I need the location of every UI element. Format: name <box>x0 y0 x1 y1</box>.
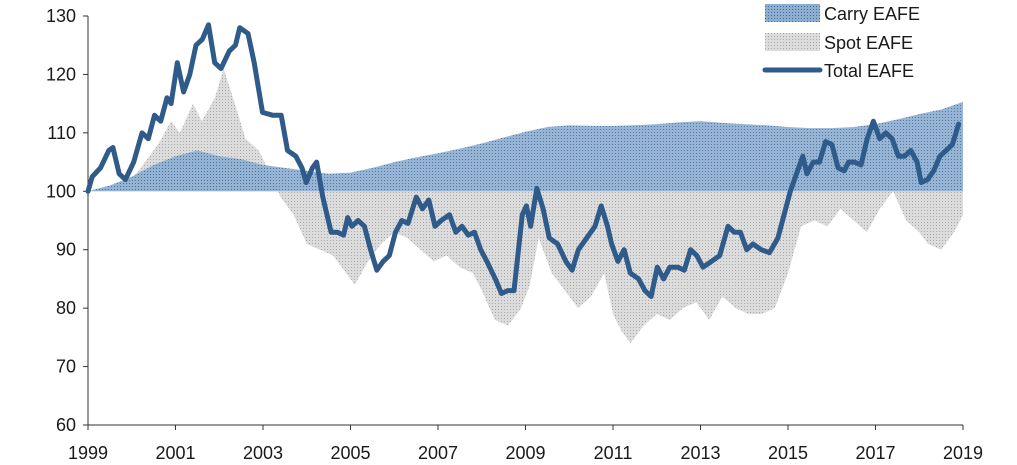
x-tick-label: 2007 <box>418 443 458 463</box>
x-tick-label: 2001 <box>155 443 195 463</box>
y-tick-label: 130 <box>46 6 76 26</box>
legend: Carry EAFE Spot EAFE Total EAFE <box>762 4 920 81</box>
x-tick-label: 2005 <box>330 443 370 463</box>
y-tick-label: 90 <box>56 240 76 260</box>
y-tick-label: 70 <box>56 357 76 377</box>
x-tick-label: 1999 <box>68 443 108 463</box>
total-line-layer <box>85 22 962 299</box>
x-tick-label: 2009 <box>505 443 545 463</box>
y-tick-label: 120 <box>46 64 76 84</box>
carry-eafe-area <box>88 100 963 192</box>
x-tick-label: 2017 <box>855 443 895 463</box>
carry-area-layer <box>88 100 963 192</box>
y-tick-label: 60 <box>56 415 76 435</box>
x-tick-label: 2019 <box>943 443 983 463</box>
y-tick-label: 80 <box>56 298 76 318</box>
legend-swatch-spot <box>765 33 820 51</box>
axes-layer: 60 70 80 90 100 110 120 130 1999 2001 2003 2005 2007… <box>46 6 983 463</box>
legend-label: Spot EAFE <box>824 33 913 53</box>
y-tick-label: 100 <box>46 181 76 201</box>
y-tick-label: 110 <box>47 123 76 143</box>
x-tick-label: 2011 <box>594 443 633 463</box>
total-eafe-line <box>85 22 962 299</box>
legend-label: Total EAFE <box>824 61 914 81</box>
legend-label: Carry EAFE <box>824 4 920 24</box>
x-tick-label: 2003 <box>243 443 283 463</box>
x-tick-label: 2013 <box>680 443 720 463</box>
legend-swatch-carry <box>765 4 820 22</box>
x-tick-label: 2015 <box>768 443 808 463</box>
